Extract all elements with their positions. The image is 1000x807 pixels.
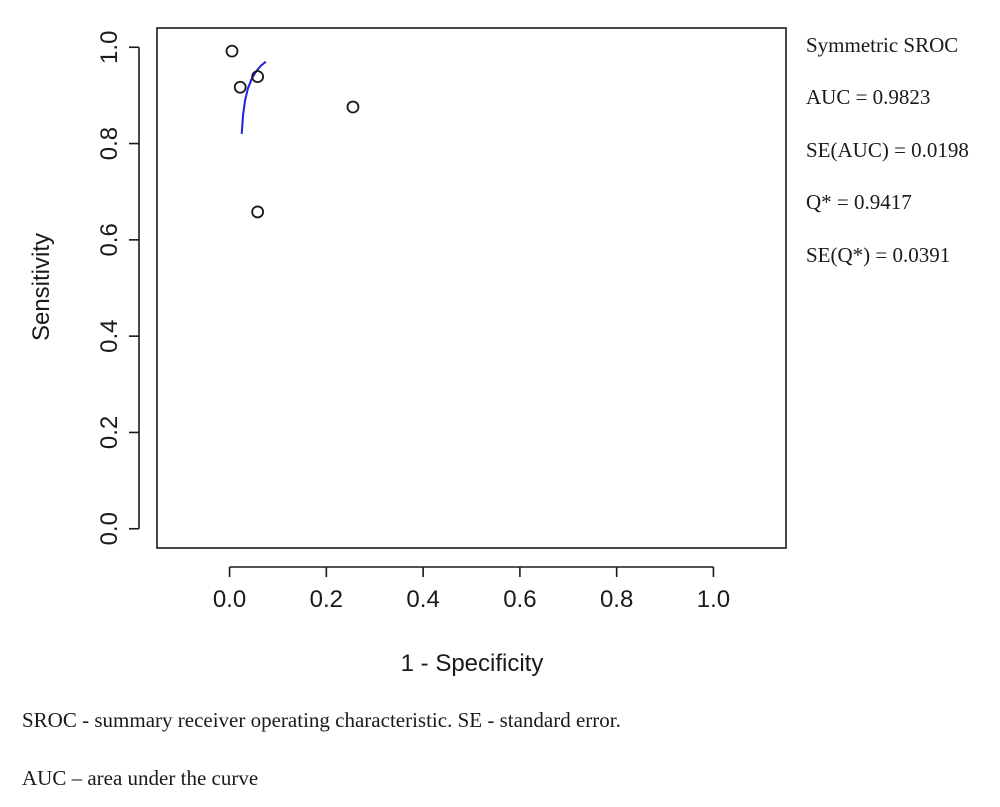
x-tick-label: 1.0 xyxy=(697,586,730,613)
stat-se-q-star: SE(Q*) = 0.0391 xyxy=(806,243,950,267)
plot-frame xyxy=(156,27,787,549)
footnote-auc-definition: AUC – area under the curve xyxy=(22,766,259,790)
x-axis-title: 1 - Specificity xyxy=(401,650,544,677)
y-tick-label: 0.2 xyxy=(96,416,123,449)
sroc-curve xyxy=(240,60,267,134)
y-tick-label: 0.4 xyxy=(96,319,123,352)
y-tick-label: 1.0 xyxy=(96,31,123,64)
y-tick-label: 0.8 xyxy=(96,127,123,160)
x-tick-label: 0.8 xyxy=(600,586,633,613)
x-tick-label: 0.6 xyxy=(503,586,536,613)
study-point xyxy=(251,70,265,84)
x-tick-label: 0.4 xyxy=(406,586,439,613)
stat-q-star: Q* = 0.9417 xyxy=(806,190,912,214)
stat-se-auc: SE(AUC) = 0.0198 xyxy=(806,138,969,162)
study-point xyxy=(346,100,360,114)
footnote-sroc-definition: SROC - summary receiver operating charac… xyxy=(22,708,621,732)
sroc-plot: 0.0 0.2 0.4 0.6 0.8 1.0 0.0 0.2 0.4 0.6 0.8 1.0 1 -… xyxy=(28,27,969,677)
stats-title: Symmetric SROC xyxy=(806,33,958,57)
x-tick-label: 0.0 xyxy=(213,586,246,613)
y-tick-label: 0.0 xyxy=(96,512,123,545)
y-tick-label: 0.6 xyxy=(96,223,123,256)
study-point xyxy=(233,80,247,94)
stats-legend: Symmetric SROC AUC = 0.9823 SE(AUC) = 0.… xyxy=(806,33,969,267)
stat-auc: AUC = 0.9823 xyxy=(806,85,930,109)
study-point xyxy=(225,44,239,58)
x-tick-label: 0.2 xyxy=(310,586,343,613)
y-axis-title: Sensitivity xyxy=(28,233,55,341)
study-point xyxy=(251,205,265,219)
